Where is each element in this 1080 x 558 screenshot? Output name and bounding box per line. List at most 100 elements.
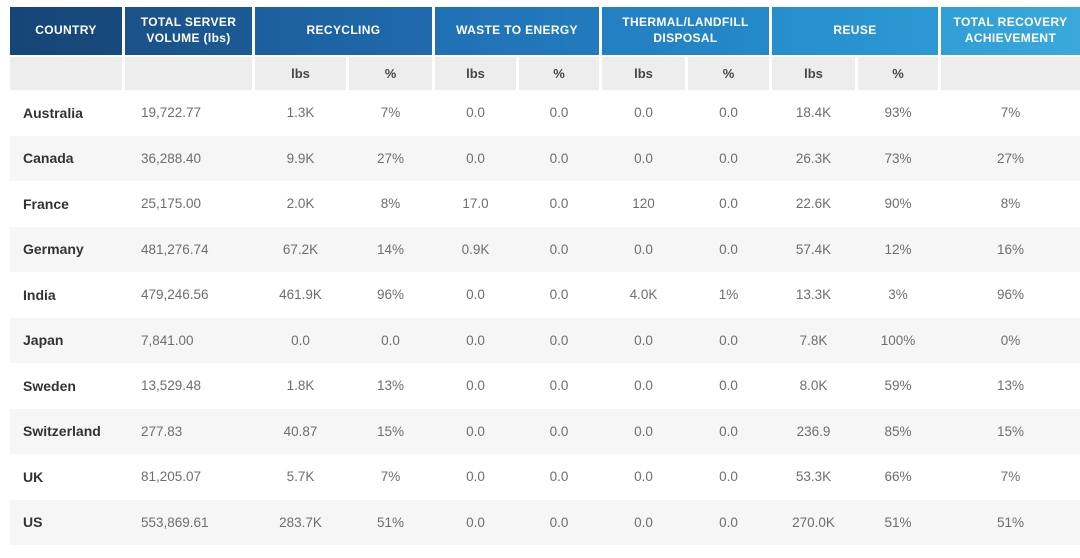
column-header-recycling: RECYCLING	[255, 7, 432, 55]
column-header-waste-to-energy: WASTE TO ENERGY	[435, 7, 599, 55]
cell-total_server_volume_lbs: 479,246.56	[141, 287, 209, 303]
cell-total_server_volume_lbs: 13,529.48	[141, 378, 202, 394]
cell-waste_to_energy_lbs: 0.0	[466, 378, 485, 394]
subheader-empty-total_recovery_achievement	[941, 57, 1080, 90]
cell-recycling_pct: 7%	[380, 469, 401, 485]
cell-waste_to_energy_lbs: 0.0	[466, 469, 485, 485]
subheader-recycling_lbs: lbs	[255, 57, 346, 90]
cell-thermal_landfill_lbs: 0.0	[634, 241, 653, 257]
subheader-reuse_pct: %	[858, 57, 938, 90]
cell-total_recovery_achievement: 15%	[996, 423, 1025, 439]
subheader-thermal_landfill_lbs: lbs	[602, 57, 685, 90]
cell-total_recovery_achievement: 7%	[1000, 469, 1021, 485]
cell-reuse_lbs: 7.8K	[799, 332, 828, 348]
subheader-empty-total_server_volume_lbs	[125, 57, 252, 90]
cell-total_server_volume_lbs: 81,205.07	[141, 469, 202, 485]
cell-total_recovery_achievement: 16%	[996, 241, 1025, 257]
cell-reuse_pct: 66%	[884, 469, 912, 485]
subheader-thermal_landfill_pct: %	[688, 57, 769, 90]
cell-recycling_pct: 51%	[376, 514, 405, 530]
cell-country: UK	[23, 468, 44, 485]
cell-waste_to_energy_lbs: 17.0	[462, 196, 489, 212]
cell-thermal_landfill_lbs: 0.0	[634, 105, 653, 121]
cell-total_recovery_achievement: 51%	[996, 514, 1025, 530]
cell-thermal_landfill_lbs: 0.0	[634, 423, 653, 439]
cell-reuse_pct: 100%	[880, 332, 916, 348]
cell-thermal_landfill_pct: 1%	[718, 287, 739, 303]
cell-waste_to_energy_lbs: 0.0	[466, 332, 485, 348]
cell-recycling_pct: 27%	[376, 150, 405, 166]
cell-thermal_landfill_lbs: 0.0	[634, 469, 653, 485]
cell-waste_to_energy_pct: 0.0	[549, 196, 569, 212]
cell-country: Germany	[23, 241, 84, 258]
table-row-japan: Japan 7,841.00 0.0 0.0 0.0 0.0 0.0 0.0 7.8K 100% 0…	[10, 317, 1080, 363]
table-row-india: India 479,246.56 461.9K 96% 0.0 0.0 4.0K 1% 13.3…	[10, 272, 1080, 318]
cell-country: Canada	[23, 150, 74, 167]
cell-reuse_lbs: 57.4K	[795, 241, 832, 257]
cell-thermal_landfill_lbs: 0.0	[634, 378, 653, 394]
cell-country: France	[23, 195, 69, 212]
cell-country: India	[23, 286, 56, 303]
cell-recycling_pct: 14%	[376, 241, 405, 257]
cell-waste_to_energy_lbs: 0.0	[466, 105, 485, 121]
table-body: Australia 19,722.77 1.3K 7% 0.0 0.0 0.0 0.0 18.4…	[10, 90, 1080, 545]
cell-thermal_landfill_pct: 0.0	[719, 423, 738, 439]
cell-total_server_volume_lbs: 19,722.77	[141, 105, 202, 121]
cell-thermal_landfill_lbs: 0.0	[634, 514, 653, 530]
cell-waste_to_energy_pct: 0.0	[549, 241, 569, 257]
cell-recycling_lbs: 283.7K	[279, 514, 322, 530]
cell-recycling_pct: 15%	[376, 423, 405, 439]
cell-reuse_pct: 59%	[884, 378, 912, 394]
cell-waste_to_energy_lbs: 0.0	[466, 423, 485, 439]
cell-recycling_pct: 96%	[376, 287, 405, 303]
cell-recycling_lbs: 5.7K	[286, 469, 315, 485]
subheader-waste_to_energy_lbs: lbs	[435, 57, 516, 90]
table-header-row: COUNTRY TOTAL SERVER VOLUME (lbs) RECYCLIN…	[10, 7, 1080, 55]
cell-reuse_pct: 3%	[888, 287, 908, 303]
cell-reuse_pct: 90%	[884, 196, 912, 212]
cell-waste_to_energy_lbs: 0.9K	[461, 241, 490, 257]
cell-reuse_lbs: 22.6K	[795, 196, 832, 212]
cell-reuse_pct: 85%	[884, 423, 912, 439]
cell-country: Australia	[23, 104, 83, 121]
cell-recycling_lbs: 461.9K	[279, 287, 322, 303]
cell-reuse_lbs: 53.3K	[795, 469, 832, 485]
cell-thermal_landfill_pct: 0.0	[719, 514, 738, 530]
cell-thermal_landfill_pct: 0.0	[719, 150, 738, 166]
cell-thermal_landfill_lbs: 4.0K	[629, 287, 658, 303]
cell-reuse_lbs: 270.0K	[792, 514, 835, 530]
cell-thermal_landfill_pct: 0.0	[719, 105, 738, 121]
table-row-france: France 25,175.00 2.0K 8% 17.0 0.0 120 0.0 22.6K 9…	[10, 181, 1080, 227]
cell-waste_to_energy_pct: 0.0	[549, 423, 569, 439]
subheader-empty-country	[10, 57, 122, 90]
cell-reuse_pct: 73%	[884, 150, 912, 166]
table-row-canada: Canada 36,288.40 9.9K 27% 0.0 0.0 0.0 0.0 26.3K 7…	[10, 135, 1080, 181]
cell-total_server_volume_lbs: 481,276.74	[141, 241, 209, 257]
cell-country: Japan	[23, 332, 64, 349]
cell-reuse_lbs: 236.9	[796, 423, 831, 439]
cell-thermal_landfill_pct: 0.0	[719, 378, 738, 394]
cell-waste_to_energy_pct: 0.0	[549, 287, 569, 303]
cell-thermal_landfill_pct: 0.0	[719, 241, 738, 257]
cell-reuse_lbs: 8.0K	[799, 378, 828, 394]
cell-thermal_landfill_lbs: 0.0	[634, 150, 653, 166]
cell-total_server_volume_lbs: 7,841.00	[141, 332, 194, 348]
cell-thermal_landfill_lbs: 120	[632, 196, 655, 212]
column-header-total-server-volume: TOTAL SERVER VOLUME (lbs)	[125, 7, 252, 55]
cell-thermal_landfill_pct: 0.0	[719, 196, 738, 212]
cell-recycling_lbs: 1.8K	[286, 378, 315, 394]
cell-total_recovery_achievement: 0%	[1000, 332, 1021, 348]
cell-recycling_lbs: 67.2K	[282, 241, 319, 257]
table-subheader-row: lbs% lbs% lbs% lbs%	[10, 57, 1080, 90]
table-row-uk: UK 81,205.07 5.7K 7% 0.0 0.0 0.0 0.0 53.3K 66% 7%	[10, 454, 1080, 500]
cell-total_server_volume_lbs: 277.83	[141, 423, 183, 439]
subheader-recycling_pct: %	[349, 57, 432, 90]
cell-waste_to_energy_pct: 0.0	[549, 332, 569, 348]
cell-waste_to_energy_lbs: 0.0	[466, 150, 485, 166]
cell-recycling_lbs: 0.0	[291, 332, 310, 348]
cell-country: Sweden	[23, 377, 76, 394]
cell-recycling_lbs: 9.9K	[286, 150, 315, 166]
cell-recycling_pct: 0.0	[381, 332, 400, 348]
subheader-reuse_lbs: lbs	[772, 57, 855, 90]
subheader-waste_to_energy_pct: %	[519, 57, 599, 90]
